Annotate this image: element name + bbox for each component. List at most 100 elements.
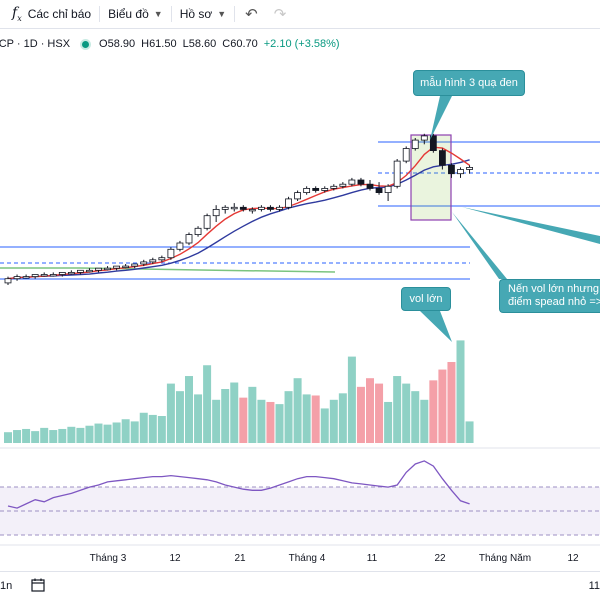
candle-body <box>248 208 256 212</box>
volume-bar <box>375 383 384 443</box>
volume-bar <box>175 391 184 443</box>
candle-body <box>49 274 57 277</box>
clock-readout: 11 <box>588 580 600 592</box>
function-icon: fx <box>12 5 22 23</box>
volume-bar <box>411 391 420 443</box>
volume-bar <box>185 376 193 443</box>
spread-note-line1: Nến vol lớn nhưng <box>508 283 600 295</box>
toolbar-divider <box>170 6 172 22</box>
volume-bar <box>438 369 447 443</box>
volume-bar <box>166 383 175 443</box>
volume-bar <box>239 397 248 443</box>
ma-fast-line <box>7 146 470 280</box>
rsi-band <box>0 487 600 535</box>
chart-type-label: Biểu đồ <box>108 7 149 21</box>
candle-body <box>384 185 392 194</box>
chevron-down-icon: ▼ <box>217 9 227 19</box>
indicators-label: Các chỉ báo <box>27 7 92 21</box>
volume-bar <box>157 416 166 443</box>
candle-body <box>122 265 130 269</box>
time-axis-label: 12 <box>169 553 181 564</box>
volume-bar <box>447 362 456 443</box>
candle-body <box>185 234 193 244</box>
candle-body <box>67 271 75 275</box>
range-button[interactable]: 1n <box>0 580 13 592</box>
candle-body <box>77 269 84 273</box>
volume-bar <box>40 427 49 443</box>
candle-body <box>140 261 148 265</box>
volume-bar <box>31 431 40 443</box>
volume-bar <box>13 430 22 443</box>
bottom-toolbar: 1n 11 <box>0 571 600 601</box>
undo-icon[interactable]: ↶ <box>245 6 258 23</box>
redo-icon[interactable]: ↷ <box>273 6 287 23</box>
candle-body <box>203 215 211 229</box>
volume-bar <box>257 399 266 443</box>
calendar-icon[interactable] <box>30 577 46 596</box>
time-axis-label: Tháng 3 <box>90 553 127 564</box>
candle-body <box>357 179 365 185</box>
spread-callout[interactable]: Nến vol lớn nhưng điểm spead nhỏ => <box>499 279 600 313</box>
volume-bar <box>130 421 139 443</box>
candle-body <box>40 274 48 277</box>
symbol-label[interactable]: TCP · 1D · HSX <box>0 38 71 50</box>
volume-bar <box>221 389 230 443</box>
volume-bar <box>212 399 221 443</box>
volume-bar <box>284 391 293 443</box>
change-value: +2.10 (+3.58%) <box>263 38 340 50</box>
volume-bar <box>76 427 85 443</box>
candle-body <box>276 206 283 210</box>
volume-bar <box>311 395 320 443</box>
volume-bar <box>266 401 275 443</box>
candle-body <box>104 267 111 271</box>
volume-bar <box>275 404 284 443</box>
time-axis-label: 22 <box>434 553 446 564</box>
volume-bar <box>293 378 302 443</box>
volume-bar <box>121 419 130 443</box>
candle-body <box>149 259 157 263</box>
candle-body <box>4 278 12 284</box>
candle-body <box>86 269 93 273</box>
high-value: H61.50 <box>141 38 177 50</box>
candle-body <box>366 183 374 189</box>
volume-bar <box>4 432 12 443</box>
rsi-line <box>7 460 470 509</box>
profile-label: Hồ sơ <box>179 7 213 21</box>
volume-bar <box>429 380 438 443</box>
volume-callout[interactable]: vol lớn <box>401 287 451 311</box>
volume-bar <box>366 378 374 443</box>
volume-bar <box>302 394 311 443</box>
volume-bar <box>393 376 402 443</box>
indicators-button[interactable]: fx Các chỉ báo <box>0 0 99 28</box>
pattern-callout[interactable]: mẫu hình 3 quạ đen <box>413 70 525 96</box>
volume-bar <box>203 365 212 443</box>
candle-body <box>113 265 120 269</box>
volume-bar <box>85 425 94 443</box>
toolbar-divider <box>234 6 236 22</box>
volume-bar <box>230 382 239 443</box>
volume-bar <box>420 399 429 443</box>
chart-type-button[interactable]: Biểu đồ ▼ <box>100 0 171 28</box>
candle-body <box>58 271 66 275</box>
candle-body <box>438 150 446 166</box>
time-axis-label: Tháng 4 <box>289 553 326 564</box>
volume-note: vol lớn <box>409 293 443 305</box>
profile-button[interactable]: Hồ sơ ▼ <box>172 0 234 28</box>
candle-body <box>375 187 383 193</box>
candle-body <box>393 160 401 187</box>
volume-bar <box>67 426 76 443</box>
candle-body <box>339 183 347 187</box>
time-axis-label: 11 <box>367 553 378 564</box>
candle-body <box>176 242 184 250</box>
candle-body <box>13 276 21 280</box>
candle-body <box>31 274 39 277</box>
chevron-down-icon: ▼ <box>153 9 163 19</box>
candle-body <box>303 187 311 193</box>
volume-bar <box>49 430 58 443</box>
toolbar-divider <box>99 6 101 22</box>
candle-body <box>294 192 302 200</box>
candle-body <box>194 227 202 236</box>
candle-body <box>411 139 419 149</box>
candle-body <box>158 257 166 261</box>
